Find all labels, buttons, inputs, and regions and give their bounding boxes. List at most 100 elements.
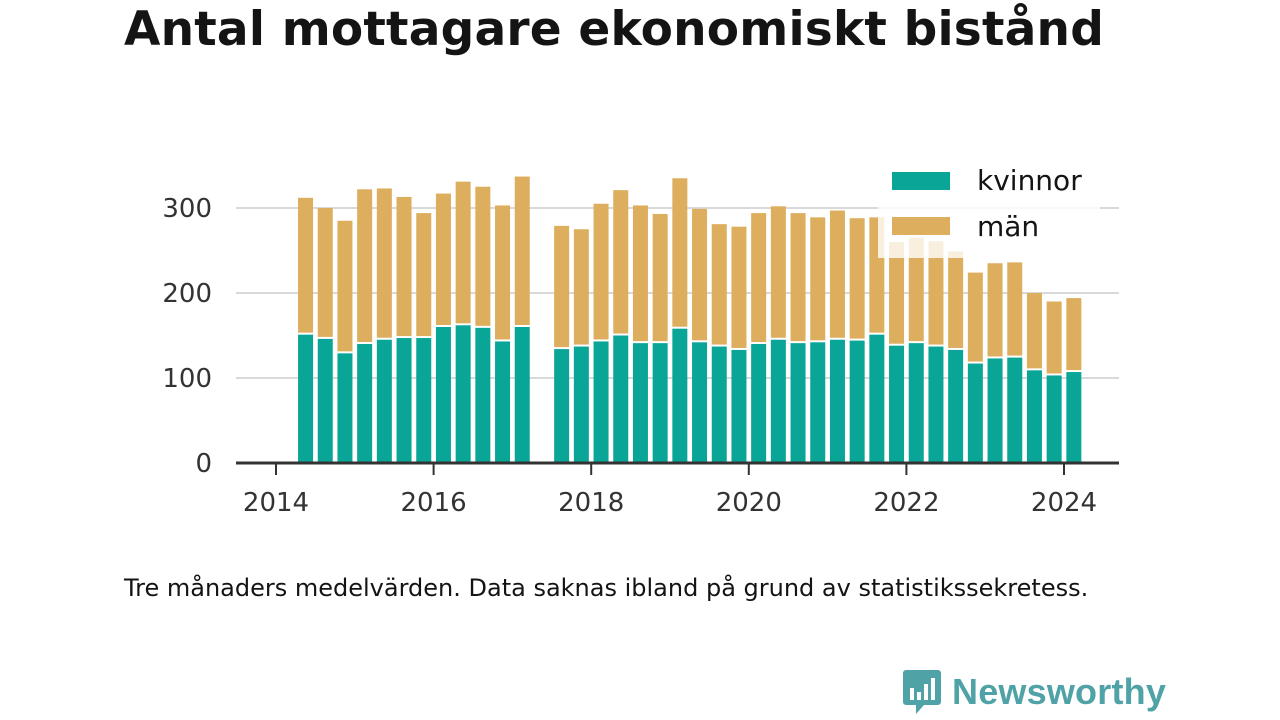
bar-man: [298, 197, 314, 333]
y-tick-label-0: 0: [195, 449, 212, 479]
bar-kvinnor: [613, 335, 629, 463]
bar-kvinnor: [869, 334, 885, 463]
bar-man: [889, 242, 905, 344]
bar-man: [967, 272, 983, 362]
brand-logo: Newsworthy: [902, 668, 1166, 716]
bar-man: [593, 203, 609, 340]
bar-kvinnor: [889, 345, 905, 463]
bar-man: [337, 220, 353, 352]
stacked-bar-chart: 0 100 200 300 2014 2016 2018 2020 2022 2024 kvin…: [162, 158, 1119, 518]
x-tick-label-2016: 2016: [401, 488, 467, 518]
legend: kvinnor män: [878, 158, 1100, 258]
bar-kvinnor: [632, 343, 648, 463]
bar-man: [475, 186, 491, 326]
bar-kvinnor: [357, 344, 373, 463]
bars: [298, 176, 1082, 463]
bar-kvinnor: [849, 340, 865, 463]
y-tick-label-100: 100: [162, 364, 212, 394]
bar-kvinnor: [1026, 370, 1042, 463]
bar-man: [495, 205, 511, 340]
bar-man: [829, 210, 845, 338]
bar-man: [1066, 298, 1082, 371]
bar-kvinnor: [948, 349, 964, 463]
bar-kvinnor: [751, 344, 767, 463]
bar-kvinnor: [928, 346, 944, 463]
bar-kvinnor: [711, 346, 727, 463]
bar-man: [613, 190, 629, 334]
bar-man: [514, 176, 530, 325]
bar-man: [1007, 262, 1023, 356]
bar-kvinnor: [514, 327, 530, 463]
bar-man: [376, 188, 392, 338]
bar-man: [396, 196, 412, 337]
chart-title: Antal mottagare ekonomiskt bistånd: [124, 2, 1105, 57]
bar-kvinnor: [908, 343, 924, 463]
y-axis-tick-labels: 0 100 200 300: [162, 194, 212, 479]
bar-man: [672, 178, 688, 327]
bar-man: [554, 225, 570, 348]
bar-man: [928, 241, 944, 345]
bar-kvinnor: [573, 346, 589, 463]
bar-kvinnor: [770, 339, 786, 463]
bar-kvinnor: [810, 342, 826, 463]
bar-man: [810, 217, 826, 341]
x-axis-tick-labels: 2014 2016 2018 2020 2022 2024: [243, 488, 1097, 518]
bar-man: [711, 224, 727, 345]
bar-man: [790, 213, 806, 342]
bar-kvinnor: [1007, 357, 1023, 463]
bar-kvinnor: [554, 349, 570, 463]
bar-man: [948, 251, 964, 348]
bar-man: [357, 189, 373, 342]
chart-footnote: Tre månaders medelvärden. Data saknas ib…: [124, 574, 1089, 602]
bar-man: [731, 226, 747, 348]
bar-man: [632, 205, 648, 342]
bar-man: [573, 229, 589, 345]
bar-man: [317, 208, 333, 337]
bar-man: [416, 213, 432, 337]
bar-kvinnor: [298, 334, 314, 463]
bar-kvinnor: [435, 327, 451, 463]
x-tick-label-2018: 2018: [558, 488, 624, 518]
brand-name: Newsworthy: [952, 671, 1167, 712]
bar-man: [908, 237, 924, 342]
x-tick-label-2022: 2022: [873, 488, 939, 518]
bar-kvinnor: [987, 358, 1003, 463]
bar-chart-speech-bubble-icon: [903, 670, 941, 714]
bar-kvinnor: [317, 338, 333, 463]
bar-kvinnor: [416, 338, 432, 463]
bar-kvinnor: [967, 363, 983, 463]
bar-man: [692, 208, 708, 341]
bar-man: [987, 263, 1003, 357]
y-tick-label-200: 200: [162, 279, 212, 309]
bar-kvinnor: [337, 353, 353, 463]
bar-man: [455, 181, 471, 324]
bar-man: [1046, 301, 1062, 374]
bar-kvinnor: [593, 341, 609, 463]
x-tick-label-2024: 2024: [1031, 488, 1097, 518]
legend-swatch-man: [892, 217, 950, 235]
bar-kvinnor: [475, 327, 491, 463]
x-tick-label-2020: 2020: [716, 488, 782, 518]
y-tick-label-300: 300: [162, 194, 212, 224]
bar-man: [770, 206, 786, 338]
bar-man: [1026, 293, 1042, 369]
bar-kvinnor: [396, 338, 412, 463]
bar-kvinnor: [652, 343, 668, 463]
bar-kvinnor: [1046, 375, 1062, 463]
legend-label-man: män: [977, 210, 1039, 243]
bar-man: [849, 218, 865, 339]
bar-kvinnor: [455, 325, 471, 463]
bar-kvinnor: [790, 343, 806, 463]
legend-label-kvinnor: kvinnor: [977, 164, 1082, 197]
bar-kvinnor: [731, 349, 747, 463]
bar-kvinnor: [1066, 372, 1082, 463]
legend-swatch-kvinnor: [892, 172, 950, 190]
bar-kvinnor: [829, 339, 845, 463]
bar-kvinnor: [495, 341, 511, 463]
bar-kvinnor: [692, 342, 708, 463]
bar-man: [435, 193, 451, 325]
bar-man: [751, 213, 767, 342]
bar-man: [652, 213, 668, 342]
bar-kvinnor: [376, 339, 392, 463]
x-tick-label-2014: 2014: [243, 488, 309, 518]
